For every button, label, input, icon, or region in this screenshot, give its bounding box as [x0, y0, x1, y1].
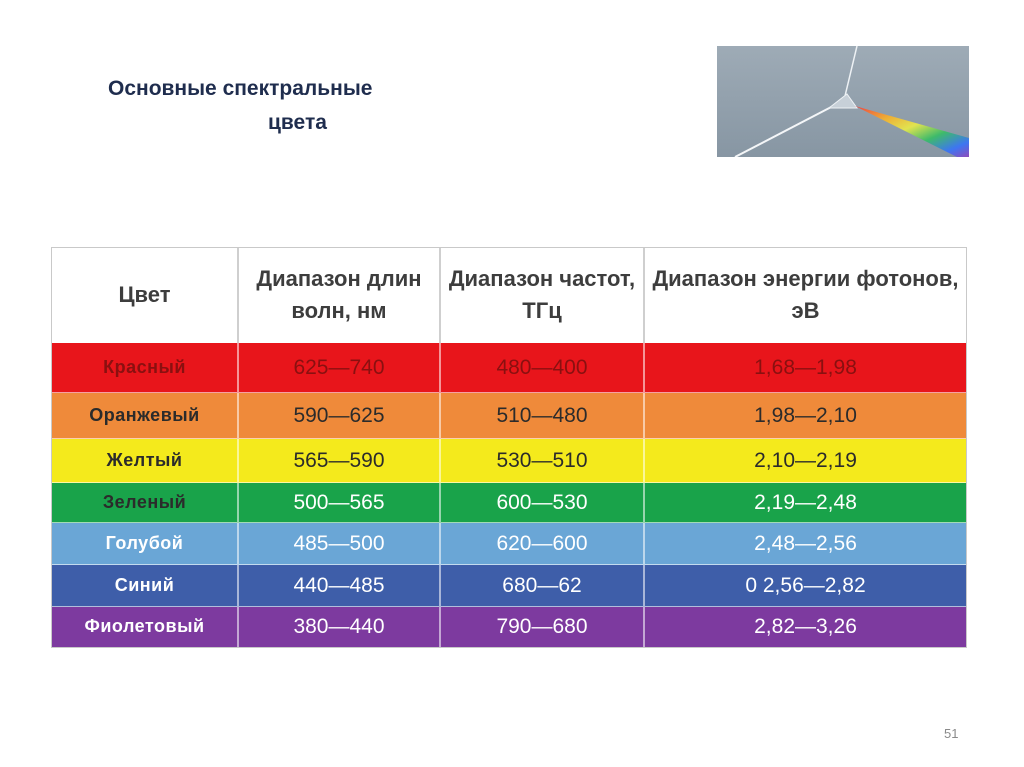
- row-wavelength: 380—440: [238, 606, 441, 647]
- header-color: Цвет: [52, 248, 239, 343]
- slide-title-line2: цвета: [268, 111, 327, 134]
- row-energy: 2,48—2,56: [644, 522, 966, 565]
- row-color-name: Красный: [52, 342, 239, 393]
- page-number: 51: [944, 726, 959, 741]
- table-row: Зеленый 500—565 600—530 2,19—2,48: [52, 482, 966, 523]
- row-energy: 1,98—2,10: [644, 392, 966, 439]
- row-frequency: 480—400: [440, 342, 645, 393]
- spectral-colors-table: Цвет Диапазон длин волн, нм Диапазон час…: [51, 247, 967, 648]
- row-energy: 1,68—1,98: [644, 342, 966, 393]
- row-wavelength: 590—625: [238, 392, 441, 439]
- table-row: Желтый 565—590 530—510 2,10—2,19: [52, 438, 966, 483]
- row-frequency: 680—62: [440, 564, 645, 607]
- row-color-name: Фиолетовый: [52, 606, 239, 647]
- row-wavelength: 500—565: [238, 482, 441, 523]
- table-row: Синий 440—485 680—62 0 2,56—2,82: [52, 564, 966, 607]
- row-wavelength: 565—590: [238, 438, 441, 483]
- table-row: Фиолетовый 380—440 790—680 2,82—3,26: [52, 606, 966, 647]
- row-frequency: 600—530: [440, 482, 645, 523]
- row-energy: 2,19—2,48: [644, 482, 966, 523]
- slide-title-line1: Основные спектральные: [108, 77, 373, 100]
- row-color-name: Синий: [52, 564, 239, 607]
- row-wavelength: 485—500: [238, 522, 441, 565]
- table-row: Красный 625—740 480—400 1,68—1,98: [52, 342, 966, 393]
- row-color-name: Голубой: [52, 522, 239, 565]
- row-energy: 2,82—3,26: [644, 606, 966, 647]
- row-wavelength: 625—740: [238, 342, 441, 393]
- row-frequency: 530—510: [440, 438, 645, 483]
- row-frequency: 790—680: [440, 606, 645, 647]
- row-frequency: 620—600: [440, 522, 645, 565]
- row-energy: 2,10—2,19: [644, 438, 966, 483]
- table-row: Оранжевый 590—625 510—480 1,98—2,10: [52, 392, 966, 439]
- header-wavelength: Диапазон длин волн, нм: [238, 248, 441, 343]
- row-color-name: Желтый: [52, 438, 239, 483]
- header-energy: Диапазон энергии фотонов, эВ: [644, 248, 966, 343]
- row-frequency: 510—480: [440, 392, 645, 439]
- table-row: Голубой 485—500 620—600 2,48—2,56: [52, 522, 966, 565]
- prism-icon: [734, 46, 969, 157]
- row-wavelength: 440—485: [238, 564, 441, 607]
- row-color-name: Оранжевый: [52, 392, 239, 439]
- prism-dispersion-photo: [717, 46, 969, 157]
- slide-title: Основные спектральные цвета: [108, 72, 448, 140]
- table-header-row: Цвет Диапазон длин волн, нм Диапазон час…: [52, 248, 966, 343]
- header-frequency: Диапазон частот, ТГц: [440, 248, 645, 343]
- row-energy: 0 2,56—2,82: [644, 564, 966, 607]
- row-color-name: Зеленый: [52, 482, 239, 523]
